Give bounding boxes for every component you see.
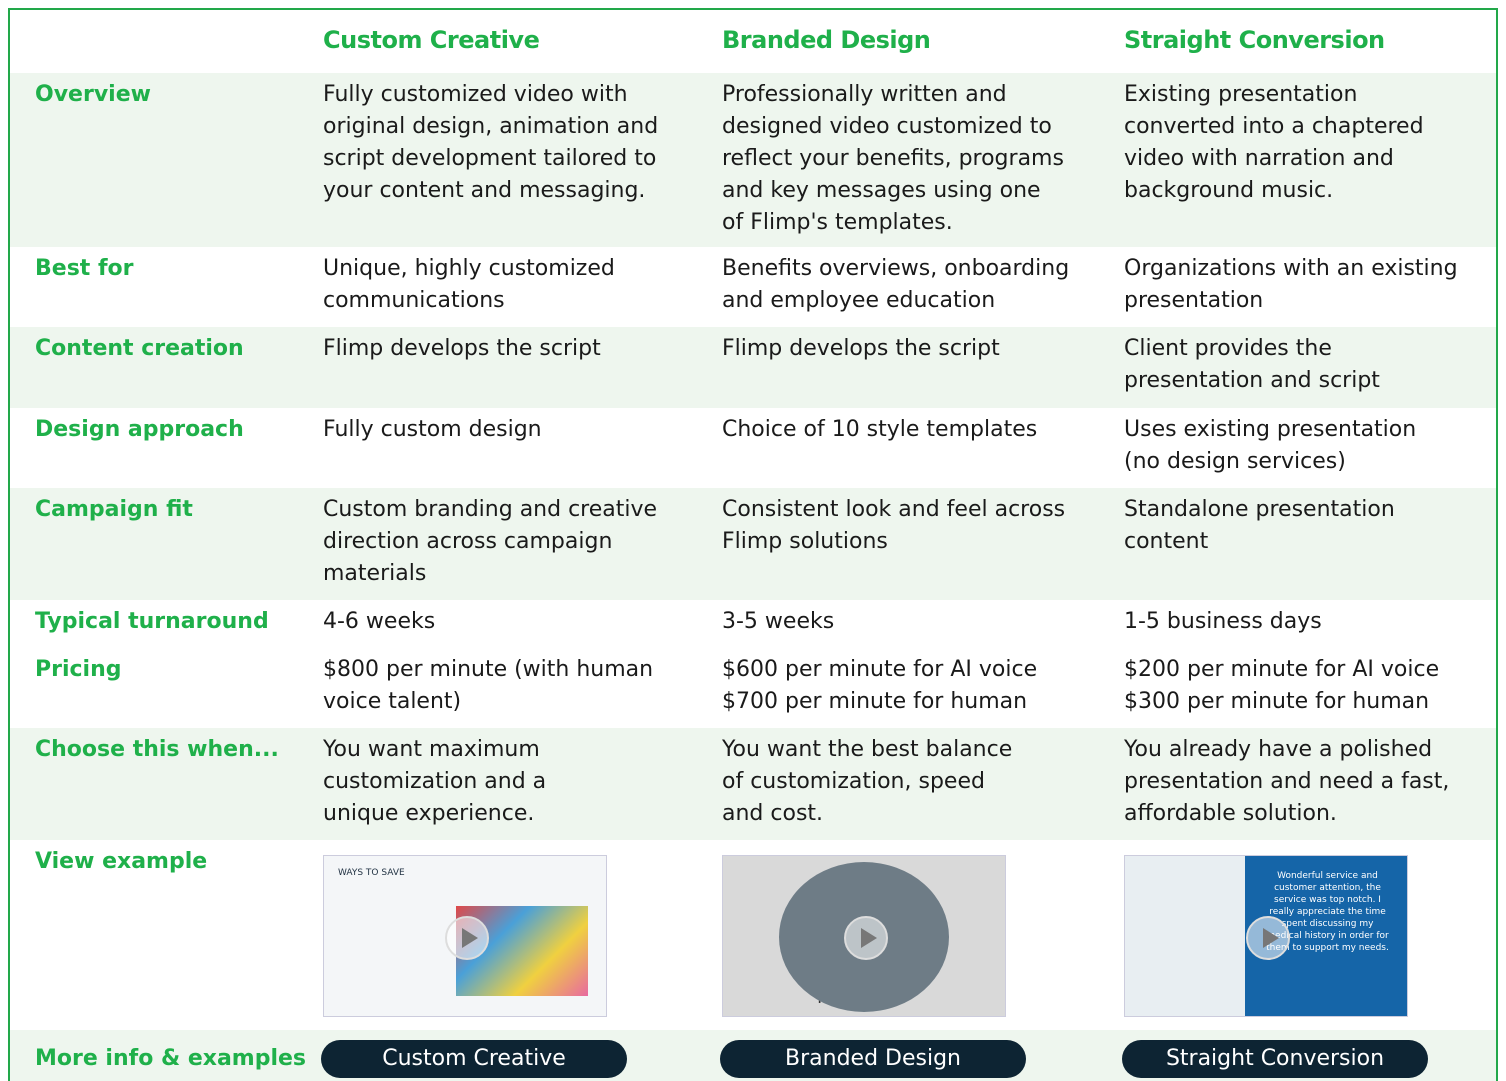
- cell-text: Flimp develops the script: [323, 336, 601, 361]
- cell-text: $800 per minute (with human voice talent…: [323, 657, 654, 714]
- example-button[interactable]: Straight Conversion: [1122, 1040, 1428, 1078]
- frame: [8, 8, 1498, 1081]
- cell-text: Existing presentation converted into a c…: [1124, 82, 1424, 203]
- cell-text: $200 per minute for AI voice $300 per mi…: [1124, 657, 1440, 714]
- row-label: Overview: [35, 82, 151, 107]
- cell-text: Flimp develops the script: [722, 336, 1000, 361]
- example-thumbnail[interactable]: MIC: [722, 855, 1006, 1017]
- row-label: Best for: [35, 256, 134, 281]
- cell-text: Benefits overviews, onboarding and emplo…: [722, 256, 1070, 313]
- cell-text: Unique, highly customized communications: [323, 256, 615, 313]
- cell-text: You want the best balance of customizati…: [722, 737, 1013, 826]
- cell-text: Consistent look and feel across Flimp so…: [722, 497, 1066, 554]
- example-thumbnail[interactable]: WAYS TO SAVE: [323, 855, 607, 1017]
- cell-text: 1-5 business days: [1124, 609, 1322, 634]
- cell-text: 3-5 weeks: [722, 609, 835, 634]
- row-bg: [10, 327, 1496, 408]
- row-label: Typical turnaround: [35, 609, 269, 634]
- column-header: Custom Creative: [323, 26, 540, 54]
- play-button[interactable]: [1246, 916, 1290, 960]
- cell-text: Client provides the presentation and scr…: [1124, 336, 1380, 393]
- thumbnail-text: Wonderful service and customer attention…: [1266, 871, 1389, 953]
- thumbnail-text: WAYS TO SAVE: [338, 868, 405, 878]
- cell-text: You already have a polished presentation…: [1124, 737, 1450, 826]
- row-bg: [10, 408, 1496, 488]
- cell-text: Uses existing presentation (no design se…: [1124, 417, 1417, 474]
- cell-text: Custom branding and creative direction a…: [323, 497, 658, 586]
- row-bg: [10, 648, 1496, 728]
- row-label: Choose this when...: [35, 737, 279, 762]
- row-bg: [10, 247, 1496, 327]
- row-label: Content creation: [35, 336, 244, 361]
- example-button[interactable]: Branded Design: [720, 1040, 1026, 1078]
- cell-text: Fully customized video with original des…: [323, 82, 659, 203]
- column-header: Branded Design: [722, 26, 931, 54]
- row-bg: [10, 488, 1496, 600]
- play-button[interactable]: [445, 916, 489, 960]
- cell-text: Organizations with an existing presentat…: [1124, 256, 1458, 313]
- row-label: Pricing: [35, 657, 122, 682]
- cell-text: Professionally written and designed vide…: [722, 82, 1064, 235]
- row-label: Campaign fit: [35, 497, 193, 522]
- column-header: Straight Conversion: [1124, 26, 1385, 54]
- cell-text: You want maximum customization and a uni…: [323, 737, 547, 826]
- cell-text: Standalone presentation content: [1124, 497, 1395, 554]
- cell-text: 4-6 weeks: [323, 609, 436, 634]
- example-button[interactable]: Custom Creative: [321, 1040, 627, 1078]
- row-bg: [10, 728, 1496, 840]
- play-button[interactable]: [844, 916, 888, 960]
- example-thumbnail[interactable]: Wonderful service and customer attention…: [1124, 855, 1408, 1017]
- cell-text: $600 per minute for AI voice $700 per mi…: [722, 657, 1038, 714]
- row-bg: [10, 600, 1496, 648]
- cell-text: Fully custom design: [323, 417, 542, 442]
- row-label: View example: [35, 849, 208, 874]
- row-label: Design approach: [35, 417, 244, 442]
- photo: [1125, 856, 1245, 1016]
- row-bg: [10, 73, 1496, 247]
- row-label: More info & examples: [35, 1046, 307, 1071]
- cell-text: Choice of 10 style templates: [722, 417, 1038, 442]
